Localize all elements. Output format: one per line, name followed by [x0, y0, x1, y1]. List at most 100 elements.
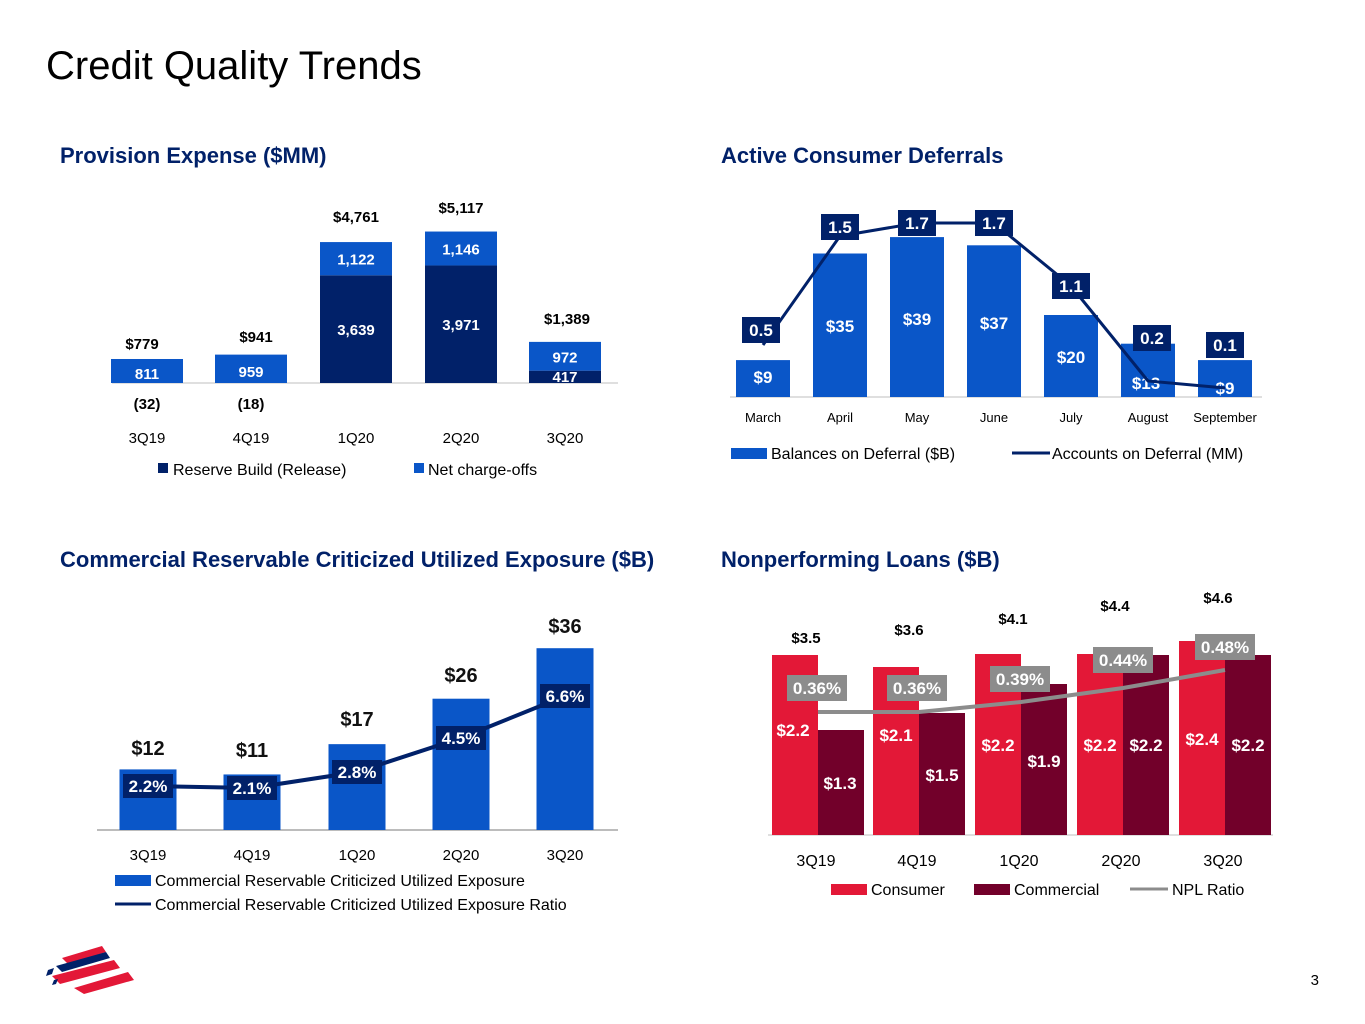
legend-commercial-swatch [974, 884, 1010, 895]
deferrals-balance-label: $35 [826, 317, 854, 336]
provision-nco-bar [215, 354, 287, 383]
npl-consumer-bar [1077, 654, 1123, 835]
legend-consumer-swatch [831, 884, 867, 895]
page-number: 3 [1310, 972, 1319, 989]
criticized-exposure-label: $26 [444, 665, 477, 687]
criticized-x-tick: 4Q19 [234, 847, 271, 864]
criticized-ratio-label: 2.1% [233, 779, 272, 798]
npl-ratio-label-bg [990, 666, 1050, 692]
npl-commercial-label: $1.5 [925, 766, 958, 785]
npl-chart-title: Nonperforming Loans ($B) [721, 547, 1000, 572]
legend-exposure-swatch [115, 875, 151, 886]
provision-reserve-label: (18) [238, 396, 265, 413]
legend-ratio-label: Commercial Reservable Criticized Utilize… [155, 897, 567, 914]
provision-nco-label: 959 [238, 364, 263, 381]
criticized-ratio-label: 2.8% [338, 763, 377, 782]
deferrals-accounts-label: 0.1 [1213, 336, 1237, 355]
npl-ratio-label-bg [787, 675, 847, 701]
deferrals-chart-title: Active Consumer Deferrals [721, 143, 1004, 168]
deferrals-balance-bar [1121, 343, 1175, 397]
deferrals-balance-bar [1044, 315, 1098, 397]
deferrals-accounts-label: 1.7 [905, 214, 929, 233]
criticized-ratio-label-bg [436, 726, 486, 750]
criticized-exposure-label: $12 [131, 738, 164, 760]
criticized-ratio-label: 6.6% [546, 687, 585, 706]
criticized-ratio-label-bg [332, 760, 382, 784]
deferrals-balance-bar [813, 253, 867, 397]
deferrals-balance-label: $20 [1057, 348, 1085, 367]
deferrals-balance-label: $39 [903, 310, 931, 329]
npl-commercial-bar [1225, 655, 1271, 835]
deferrals-x-tick: September [1193, 410, 1257, 425]
deferrals-accounts-label: 0.2 [1140, 329, 1164, 348]
npl-ratio-line [818, 668, 1226, 714]
legend-reserve-label: Reserve Build (Release) [173, 462, 346, 479]
provision-chart-title: Provision Expense ($MM) [60, 143, 327, 168]
npl-total-label: $3.6 [894, 622, 923, 639]
flag-logo-icon [46, 946, 134, 994]
deferrals-x-tick: March [745, 410, 781, 425]
npl-consumer-label: $2.4 [1185, 730, 1219, 749]
npl-commercial-label: $1.9 [1027, 752, 1060, 771]
provision-x-tick: 3Q20 [547, 430, 584, 447]
deferrals-accounts-label-bg [742, 317, 780, 343]
deferrals-accounts-label-bg [1133, 325, 1171, 351]
legend-commercial-label: Commercial [1014, 882, 1099, 899]
page-title: Credit Quality Trends [46, 44, 422, 88]
deferrals-x-tick: May [905, 410, 930, 425]
provision-total-label: $5,117 [438, 200, 483, 217]
provision-reserve-label: 3,971 [442, 317, 480, 334]
criticized-exposure-bar [328, 744, 386, 830]
deferrals-accounts-label-bg [821, 214, 859, 240]
deferrals-balance-label: $9 [1216, 379, 1235, 398]
npl-ratio-label: 0.36% [893, 679, 941, 698]
criticized-ratio-label-bg [540, 684, 590, 708]
provision-x-tick: 2Q20 [443, 430, 480, 447]
deferrals-balance-label: $37 [980, 314, 1008, 333]
npl-total-label: $4.1 [998, 611, 1027, 628]
provision-nco-bar [529, 341, 601, 371]
npl-consumer-label: $2.2 [981, 736, 1014, 755]
legend-balance-label: Balances on Deferral ($B) [771, 446, 955, 463]
deferrals-accounts-label: 0.5 [749, 321, 773, 340]
criticized-exposure-bar [432, 698, 490, 830]
deferrals-accounts-label-bg [1052, 273, 1090, 299]
deferrals-balance-label: $13 [1132, 374, 1160, 393]
deferrals-accounts-label-bg [1206, 332, 1244, 358]
deferrals-accounts-label: 1.1 [1059, 277, 1083, 296]
npl-commercial-label: $2.2 [1231, 736, 1264, 755]
npl-ratio-label-bg [1093, 647, 1153, 673]
provision-reserve-bar [320, 275, 392, 383]
deferrals-accounts-label-bg [898, 210, 936, 236]
npl-ratio-label-bg [887, 675, 947, 701]
npl-consumer-label: $2.2 [1083, 736, 1116, 755]
provision-nco-bar [320, 242, 392, 276]
npl-ratio-label-bg [1195, 634, 1255, 660]
criticized-exposure-label: $11 [236, 740, 268, 762]
npl-commercial-bar [1021, 684, 1067, 835]
npl-total-label: $3.5 [791, 630, 820, 647]
npl-x-tick: 3Q19 [796, 853, 835, 870]
deferrals-x-tick: April [827, 410, 853, 425]
provision-nco-bar [425, 231, 497, 266]
provision-nco-label: 1,122 [337, 252, 375, 269]
provision-nco-label: 1,146 [442, 241, 480, 258]
npl-total-label: $4.6 [1203, 590, 1232, 607]
provision-reserve-bar [529, 370, 601, 383]
provision-total-label: $1,389 [544, 311, 590, 328]
criticized-exposure-label: $36 [548, 616, 581, 638]
deferrals-x-tick: August [1128, 410, 1169, 425]
deferrals-accounts-label: 1.5 [828, 218, 852, 237]
npl-commercial-bar [818, 730, 864, 835]
npl-x-tick: 4Q19 [897, 853, 936, 870]
provision-total-label: $4,761 [333, 209, 379, 226]
bank-logo [44, 944, 140, 1001]
criticized-x-tick: 2Q20 [443, 847, 480, 864]
criticized-chart-title: Commercial Reservable Criticized Utilize… [60, 547, 655, 572]
legend-reserve-swatch [158, 463, 168, 473]
criticized-x-tick: 1Q20 [339, 847, 376, 864]
provision-x-tick: 4Q19 [233, 430, 270, 447]
provision-x-tick: 1Q20 [338, 430, 375, 447]
criticized-x-tick: 3Q19 [130, 847, 167, 864]
deferrals-x-tick: July [1059, 410, 1083, 425]
